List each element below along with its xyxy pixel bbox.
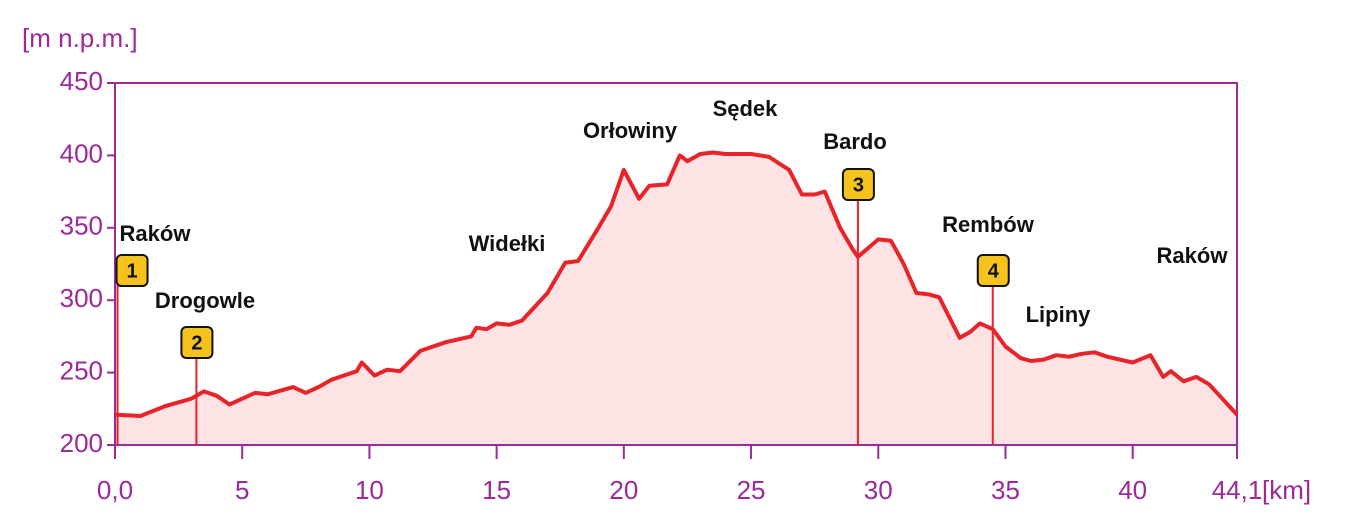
y-tick-label: 300	[60, 283, 103, 313]
x-tick-label: 15	[482, 475, 511, 505]
x-tick-label: 20	[609, 475, 638, 505]
y-axis-label: [m n.p.m.]	[22, 23, 138, 53]
place-name: Raków	[120, 221, 192, 246]
plot-frame	[114, 82, 1238, 446]
place-name: Drogowle	[155, 288, 255, 313]
waypoint-label: 3	[853, 174, 864, 196]
place-name: Rembów	[942, 212, 1035, 237]
place-name: Raków	[1157, 243, 1229, 268]
place-name: Lipiny	[1026, 302, 1092, 327]
waypoint-box	[841, 168, 875, 201]
place-name: Bardo	[823, 129, 887, 154]
x-tick-label: 40	[1118, 475, 1147, 505]
x-tick-label: 44,1	[1212, 475, 1263, 505]
x-tick-label: 25	[737, 475, 766, 505]
y-tick-label: 450	[60, 66, 103, 96]
area-fill	[115, 152, 1237, 445]
waypoint-box	[115, 254, 149, 287]
place-name: Orłowiny	[583, 118, 678, 143]
y-tick-label: 200	[60, 428, 103, 458]
waypoint-box	[976, 254, 1010, 287]
elevation-line	[114, 150, 1239, 418]
x-tick-label: 0,0	[97, 475, 133, 505]
x-tick-label: 35	[991, 475, 1020, 505]
waypoint-box	[180, 326, 214, 359]
x-tick-label: 30	[864, 475, 893, 505]
y-tick-label: 400	[60, 138, 103, 168]
y-tick-label: 250	[60, 355, 103, 385]
y-tick-label: 350	[60, 211, 103, 241]
waypoint-label: 2	[191, 332, 202, 354]
waypoint-label: 4	[988, 260, 1000, 282]
waypoint-label: 1	[126, 260, 137, 282]
x-tick-label: 10	[355, 475, 384, 505]
place-name: Widełki	[469, 231, 546, 256]
place-name: Sędek	[713, 96, 779, 121]
x-tick-label: 5	[235, 475, 249, 505]
x-axis-label: [km]	[1262, 475, 1311, 505]
